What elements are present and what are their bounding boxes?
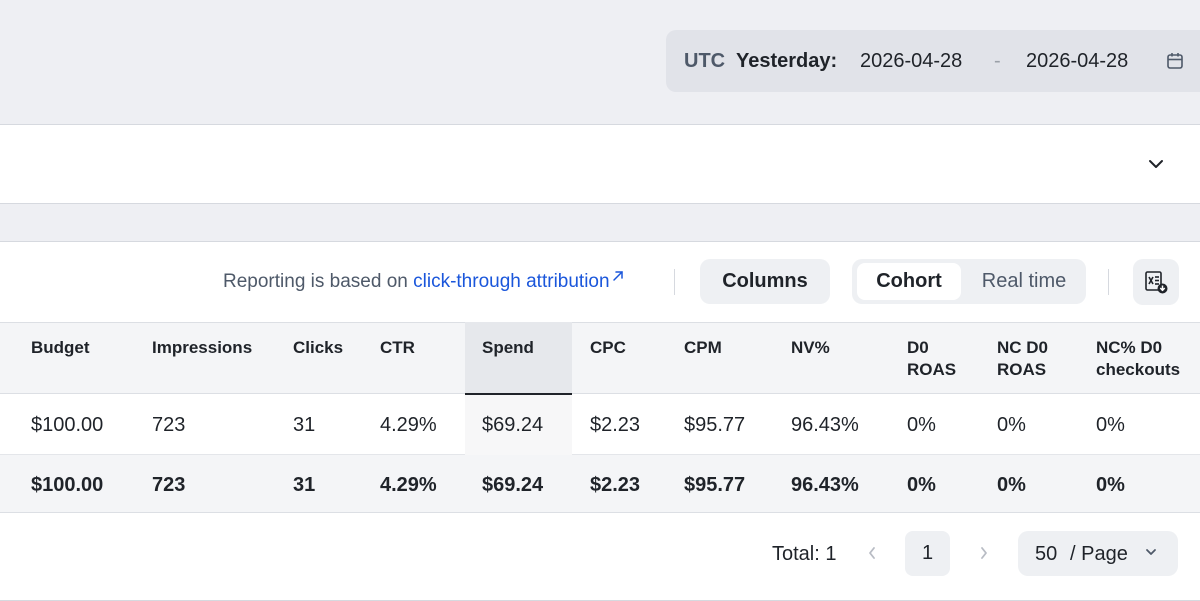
sorted-column-highlight xyxy=(465,322,572,394)
column-header-ctr[interactable]: CTR xyxy=(380,338,415,357)
next-page-button[interactable] xyxy=(970,538,998,568)
chevron-down-icon xyxy=(1149,160,1163,168)
export-button[interactable] xyxy=(1133,259,1179,305)
cell-budget: $100.00 xyxy=(31,414,104,436)
page-size-value: 50 xyxy=(1035,543,1058,565)
total-cpm: $95.77 xyxy=(684,474,746,496)
filter-panel xyxy=(0,124,1200,204)
total-nc-d0-roas: 0% xyxy=(997,474,1026,496)
table-header xyxy=(0,322,1200,394)
chevron-left-icon xyxy=(869,547,875,559)
page-size-select[interactable]: 50 / Page xyxy=(1018,531,1178,576)
total-nv-percent: 96.43% xyxy=(791,474,859,496)
columns-button[interactable]: Columns xyxy=(700,259,830,304)
column-header-cpc[interactable]: CPC xyxy=(590,338,626,357)
excel-export-icon xyxy=(1145,271,1168,294)
cell-nc-percent-d0-checkouts: 0% xyxy=(1096,414,1125,436)
column-header-nv-percent[interactable]: NV% xyxy=(791,338,830,357)
cell-spend: $69.24 xyxy=(482,414,544,436)
timezone-label: UTC xyxy=(684,50,726,72)
cell-nc-d0-roas: 0% xyxy=(997,414,1026,436)
column-header-cpm[interactable]: CPM xyxy=(684,338,722,357)
total-ctr: 4.29% xyxy=(380,474,437,496)
cell-nv-percent: 96.43% xyxy=(791,414,859,436)
cell-d0-roas: 0% xyxy=(907,414,936,436)
toolbar-divider xyxy=(674,269,675,295)
end-date[interactable]: 2026-04-28 xyxy=(1026,50,1129,72)
column-header-budget[interactable]: Budget xyxy=(31,338,90,357)
column-header-d0-roas[interactable]: D0 ROAS xyxy=(907,338,957,379)
prev-page-button[interactable] xyxy=(858,538,886,568)
column-header-clicks[interactable]: Clicks xyxy=(293,338,344,357)
date-separator: - xyxy=(994,50,1001,72)
cell-ctr: 4.29% xyxy=(380,414,437,436)
calendar-icon[interactable] xyxy=(1166,52,1184,70)
total-d0-roas: 0% xyxy=(907,474,936,496)
total-count: Total: 1 xyxy=(772,543,837,565)
chevron-right-icon xyxy=(981,547,987,559)
expand-filter-button[interactable] xyxy=(1137,145,1175,183)
column-header-nc-d0-roas[interactable]: NC D0 ROAS xyxy=(997,338,1049,379)
cell-clicks: 31 xyxy=(293,414,316,436)
page-number-button[interactable]: 1 xyxy=(905,531,950,576)
attribution-note: Reporting is based on click-through attr… xyxy=(223,270,624,294)
attribution-link[interactable]: click-through attribution xyxy=(413,271,610,292)
total-cpc: $2.23 xyxy=(590,474,641,496)
external-link-icon[interactable] xyxy=(612,270,624,282)
attribution-prefix: Reporting is based on xyxy=(223,271,414,292)
column-header-nc-percent-d0-checkouts[interactable]: NC% D0 checkouts xyxy=(1096,338,1181,379)
page-size-unit: / Page xyxy=(1070,543,1128,565)
column-header-spend[interactable]: Spend xyxy=(482,338,534,357)
cell-cpm: $95.77 xyxy=(684,414,746,436)
date-preset-label[interactable]: Yesterday: xyxy=(736,50,838,72)
cell-impressions: 723 xyxy=(152,414,186,436)
chevron-down-icon xyxy=(1146,549,1156,555)
toolbar-divider xyxy=(1108,269,1109,295)
view-mode-cohort[interactable]: Cohort xyxy=(857,263,961,300)
start-date[interactable]: 2026-04-28 xyxy=(860,50,963,72)
total-spend: $69.24 xyxy=(482,474,544,496)
total-clicks: 31 xyxy=(293,474,316,496)
sorted-cell-highlight xyxy=(465,395,572,455)
date-range-picker[interactable]: UTC Yesterday: 2026-04-28 - 2026-04-28 xyxy=(666,30,1200,92)
table-row xyxy=(0,395,1200,455)
view-mode-real-time[interactable]: Real time xyxy=(981,270,1067,292)
cell-cpc: $2.23 xyxy=(590,414,641,436)
view-mode-toggle: Cohort Real time xyxy=(852,259,1086,304)
column-header-impressions[interactable]: Impressions xyxy=(152,338,253,357)
total-nc-percent-d0-checkouts: 0% xyxy=(1096,474,1125,496)
table-total-row xyxy=(0,455,1200,513)
total-impressions: 723 xyxy=(152,474,186,496)
sorted-column-indicator xyxy=(465,393,572,395)
total-budget: $100.00 xyxy=(31,474,104,496)
